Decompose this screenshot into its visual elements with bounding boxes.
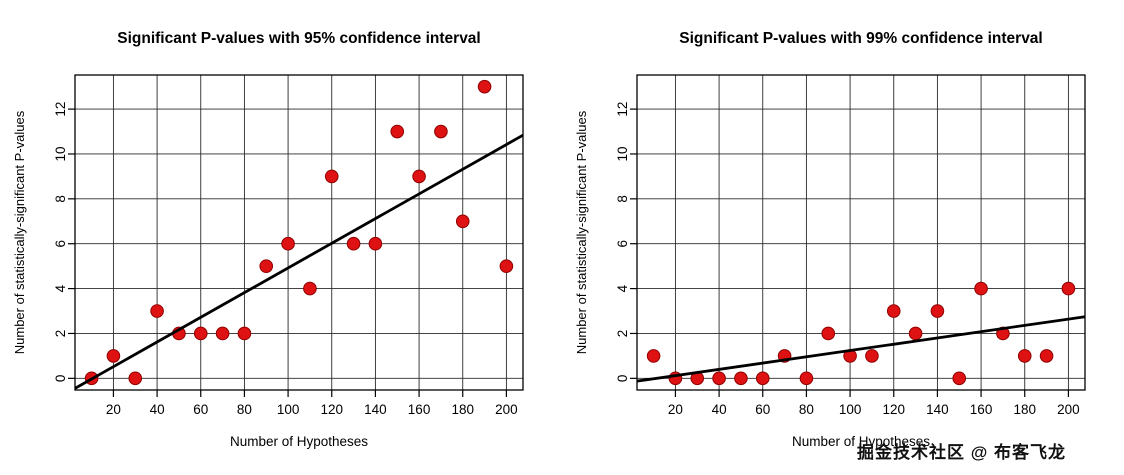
watermark: 掘金技术社区 @ 布客飞龙 — [856, 443, 1066, 462]
data-point — [908, 326, 923, 341]
data-point — [1061, 281, 1076, 296]
data-point — [281, 236, 295, 251]
x-tick-label: 180 — [451, 402, 474, 417]
figure-95ci: 20 40 60 80 100 120 140 160 180 200 0 2 4 6 8 10 12 Sign… — [12, 30, 524, 449]
plot-title-95ci: Significant P-values with 95% confidence… — [117, 30, 481, 47]
data-point — [412, 169, 426, 184]
x-tick-label: 60 — [193, 402, 208, 417]
data-point — [886, 304, 901, 318]
figure-99ci: 20 40 60 80 100 120 140 160 180 200 0 2 4 6 8 10 12 Sign… — [562, 0, 1124, 475]
data-point — [712, 371, 726, 386]
y-tick-label: 10 — [53, 146, 68, 161]
x-tick-label: 20 — [668, 402, 683, 417]
data-point — [128, 371, 143, 386]
data-point — [952, 371, 967, 386]
data-point — [499, 259, 514, 273]
y-tick-label: 0 — [53, 375, 68, 383]
data-point — [106, 349, 121, 363]
y-tick-label: 0 — [615, 375, 630, 383]
y-tick-label: 6 — [53, 240, 68, 248]
data-point — [755, 371, 770, 386]
x-tick-label: 140 — [364, 402, 387, 417]
y-axis-label-99ci: Number of statistically-significant P-va… — [574, 110, 589, 355]
y-tick-label: 6 — [615, 240, 630, 248]
x-tick-label: 120 — [882, 402, 905, 417]
data-point — [734, 371, 748, 386]
plot-canvas-95ci: 20 40 60 80 100 120 140 160 180 200 0 2 4 6 8 10 12 — [53, 74, 524, 417]
y-axis-label-95ci: Number of statistically-significant P-va… — [12, 110, 27, 355]
x-tick-label: 200 — [495, 402, 518, 417]
x-tick-label: 160 — [970, 402, 993, 417]
y-tick-label: 2 — [615, 330, 630, 338]
y-tick-label: 12 — [615, 102, 630, 117]
data-point — [237, 326, 252, 341]
x-tick-label: 160 — [408, 402, 431, 417]
data-point — [455, 214, 470, 229]
data-point — [346, 236, 361, 251]
data-point — [477, 79, 492, 94]
y-tick-label: 2 — [53, 330, 68, 338]
y-tick-label: 8 — [53, 195, 68, 203]
data-point — [303, 281, 317, 296]
data-point — [193, 326, 208, 341]
data-point — [799, 371, 814, 386]
data-point — [434, 124, 448, 139]
plot-box — [636, 74, 1086, 391]
plot-title-99ci: Significant P-values with 99% confidence… — [679, 30, 1043, 47]
plot-box — [74, 74, 524, 391]
x-tick-label: 200 — [1057, 402, 1080, 417]
data-point — [1039, 349, 1054, 363]
x-tick-label: 40 — [712, 402, 727, 417]
x-tick-label: 100 — [277, 402, 300, 417]
y-tick-label: 10 — [615, 146, 630, 161]
x-tick-label: 40 — [150, 402, 165, 417]
data-point — [259, 259, 274, 273]
x-tick-label: 100 — [839, 402, 862, 417]
x-tick-label: 60 — [755, 402, 770, 417]
y-tick-label: 8 — [615, 195, 630, 203]
data-point — [865, 349, 879, 363]
data-point — [930, 304, 945, 318]
data-point — [1017, 349, 1032, 363]
x-axis-label-95ci: Number of Hypotheses — [229, 434, 369, 449]
plot-canvas-99ci: 20 40 60 80 100 120 140 160 180 200 0 2 4 6 8 10 12 — [615, 74, 1086, 417]
y-tick-label: 4 — [615, 284, 630, 292]
trend-line — [636, 315, 1086, 383]
x-tick-label: 80 — [237, 402, 252, 417]
x-tick-label: 80 — [799, 402, 814, 417]
data-point — [324, 169, 339, 184]
data-point — [974, 281, 988, 296]
x-tick-label: 20 — [106, 402, 121, 417]
y-tick-label: 4 — [53, 284, 68, 292]
x-tick-label: 140 — [926, 402, 949, 417]
data-point — [150, 304, 164, 318]
data-point — [821, 326, 836, 341]
x-tick-label: 180 — [1013, 402, 1036, 417]
data-point — [646, 349, 661, 363]
data-point — [215, 326, 230, 341]
data-point — [390, 124, 405, 139]
x-axis-label-99ci: Number of Hypotheses — [791, 434, 931, 449]
x-tick-label: 120 — [320, 402, 343, 417]
data-point — [368, 236, 383, 251]
trend-line — [74, 133, 524, 390]
y-tick-label: 12 — [53, 102, 68, 117]
